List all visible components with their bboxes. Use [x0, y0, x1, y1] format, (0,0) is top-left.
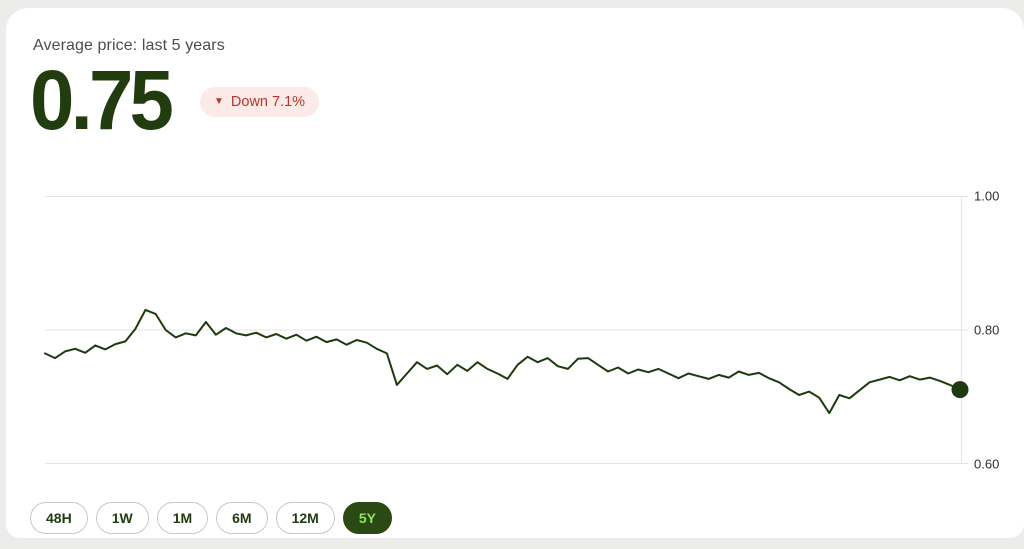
range-button-5y[interactable]: 5Y — [342, 502, 392, 534]
current-point-marker — [951, 381, 969, 399]
range-button-48h[interactable]: 48H — [30, 502, 88, 534]
time-range-selector: 48H 1W 1M 6M 12M 5Y — [30, 502, 392, 534]
down-triangle-icon: ▼ — [214, 96, 224, 107]
range-button-1m[interactable]: 1M — [156, 502, 209, 534]
change-badge: ▼ Down 7.1% — [200, 87, 320, 117]
price-chart-canvas — [44, 196, 969, 464]
y-axis-tick-top: 1.00 — [974, 188, 1000, 204]
price-card: Average price: last 5 years 0.75 ▼ Down … — [6, 8, 1024, 538]
price-line — [44, 308, 961, 415]
y-axis-tick-bottom: 0.60 — [974, 456, 1000, 472]
y-axis-tick-mid: 0.80 — [974, 322, 1000, 338]
change-label: Down 7.1% — [230, 94, 306, 110]
current-price: 0.75 — [30, 53, 174, 147]
chart-subtitle: Average price: last 5 years — [33, 37, 225, 54]
range-button-1w[interactable]: 1W — [95, 502, 149, 534]
price-chart: 1.00 0.80 0.60 — [44, 189, 999, 472]
range-button-6m[interactable]: 6M — [216, 502, 268, 534]
range-button-12m[interactable]: 12M — [275, 502, 335, 534]
